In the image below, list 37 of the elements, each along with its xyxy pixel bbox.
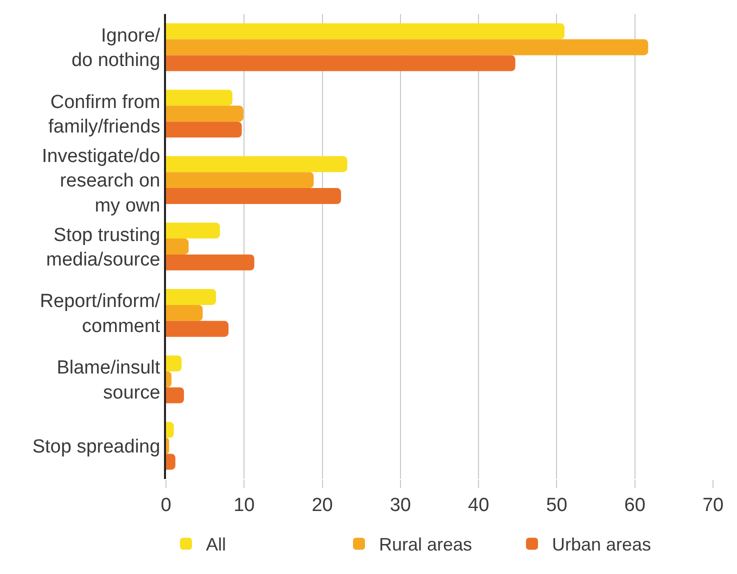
bar: [166, 39, 648, 56]
x-tick-label: 70: [702, 494, 724, 516]
bar: [166, 156, 348, 172]
y-tick-label: Stop spreading: [32, 436, 160, 458]
bar: [166, 222, 220, 239]
x-tick-label: 0: [160, 494, 172, 516]
x-tick-label: 60: [624, 494, 646, 516]
y-tick-label: Confirm from family/friends: [48, 92, 160, 138]
x-tick-label: 10: [234, 494, 255, 516]
bar: [166, 454, 176, 470]
legend-label: All: [206, 534, 226, 555]
legend-label: Urban areas: [552, 534, 652, 555]
bar: [166, 422, 174, 438]
bar: [166, 188, 342, 204]
bar: [166, 355, 182, 372]
y-tick-label: Stop trusting media/source: [46, 224, 160, 270]
bar: [166, 172, 314, 188]
bar: [166, 106, 244, 122]
bar: [166, 55, 516, 72]
x-tick-label: 30: [390, 494, 411, 516]
y-tick-label: Blame/insult source: [56, 358, 161, 404]
bar: [166, 304, 203, 321]
bar: [166, 320, 229, 337]
y-tick-label: Ignore/ do nothing: [71, 26, 161, 72]
x-tick-label: 40: [468, 494, 490, 516]
x-tick-label: 50: [546, 494, 568, 516]
y-tick-label: Report/inform/ comment: [40, 291, 161, 337]
y-tick-label: Investigate/do research on my own: [42, 146, 160, 216]
bar: [166, 23, 565, 40]
bar: [166, 254, 254, 270]
bar: [166, 289, 216, 305]
x-tick-label: 20: [312, 494, 333, 516]
bar: [166, 387, 184, 404]
bar: [166, 238, 189, 254]
bar: [166, 122, 242, 138]
bar: [166, 90, 232, 106]
legend-label: Rural areas: [379, 534, 472, 555]
